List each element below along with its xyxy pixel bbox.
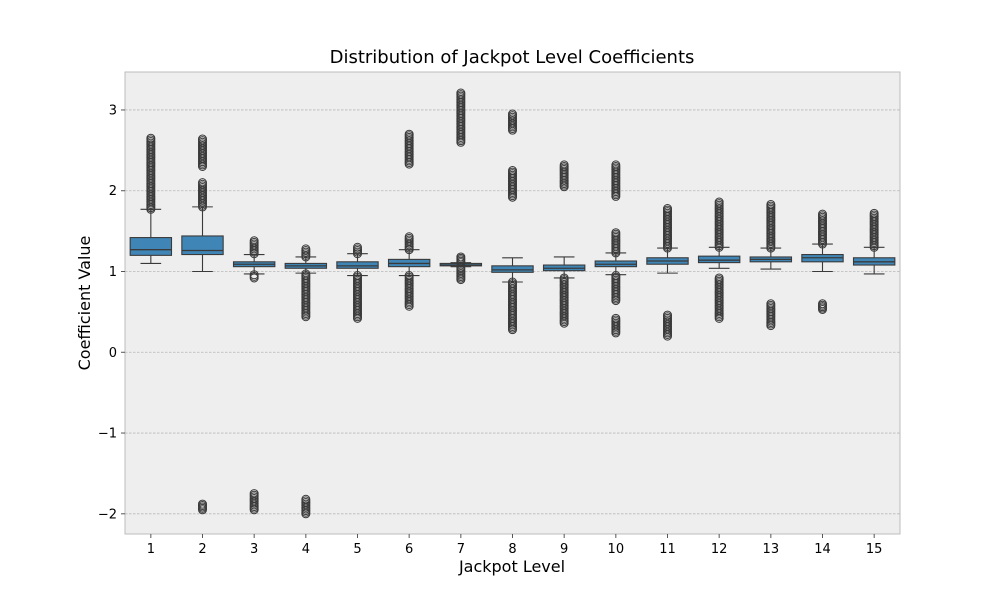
outlier-point [456,262,466,272]
x-tick-label: 6 [405,542,413,557]
x-tick-label: 3 [250,542,258,557]
y-tick-label: −1 [98,427,117,442]
outlier-point [404,271,414,281]
box-plot-level-7 [439,88,483,285]
outlier-point [559,160,569,170]
y-axis-ticks: −2 −1 0 1 2 3 [98,103,125,522]
x-tick-label: 9 [560,542,568,557]
outlier-point [301,269,311,279]
x-axis-ticks: 1 2 3 4 5 6 7 8 9 10 11 12 13 14 15 [147,534,883,557]
x-tick-label: 10 [608,542,625,557]
box-plot-level-6 [387,129,431,311]
outlier-point [198,499,207,509]
outlier-point [353,242,362,252]
outlier-point [456,252,466,262]
x-tick-label: 5 [353,542,361,557]
outlier-point [301,494,311,504]
outlier-point [766,299,776,309]
outlier-point [404,232,414,242]
outlier-point [559,273,569,283]
outlier-point [766,199,776,209]
outlier-point [611,313,621,323]
y-tick-label: 3 [109,103,117,118]
box-plot-level-15 [852,208,896,275]
outlier-point [404,129,414,139]
outlier-point [249,489,259,499]
x-tick-label: 12 [711,542,728,557]
outlier-point [249,270,259,280]
outlier-point [869,208,879,218]
x-tick-label: 8 [508,542,516,557]
box-plot-level-2 [181,134,224,515]
box-plot-level-4 [284,244,328,519]
box-plot-level-13 [749,199,793,331]
y-axis-label: Coefficient Value [75,236,94,371]
outlier-point [818,209,827,219]
box-plot-level-3 [232,236,276,515]
outlier-point [714,197,724,207]
y-tick-label: 0 [109,346,117,361]
outlier-point [301,244,311,254]
outlier-point [611,160,621,170]
x-tick-label: 2 [198,542,206,557]
box-iqr [697,255,741,264]
outlier-point [456,88,466,98]
x-tick-label: 14 [814,542,831,557]
box-plot-level-5 [336,242,379,323]
box-plot-level-9 [542,160,586,328]
y-tick-label: 1 [109,265,117,280]
outlier-point [353,271,362,281]
box-iqr [129,237,173,256]
x-tick-label: 1 [147,542,155,557]
outlier-point [714,273,724,283]
box-iqr [336,261,379,269]
outlier-point [818,299,827,309]
outlier-point [146,133,156,143]
y-tick-label: −2 [98,507,117,522]
x-axis-label: Jackpot Level [458,557,565,576]
box-plot-level-12 [697,197,741,323]
outlier-point [611,271,621,281]
x-tick-label: 11 [659,542,676,557]
x-tick-label: 15 [866,542,883,557]
chart-title: Distribution of Jackpot Level Coefficien… [330,47,695,68]
x-tick-label: 7 [457,542,465,557]
box-iqr [181,235,224,256]
box-plot-level-1 [129,133,173,264]
outlier-point [508,166,517,176]
outlier-point [663,310,672,320]
outlier-point [198,134,207,144]
y-tick-label: 2 [109,184,117,199]
box-plot-level-11 [646,204,689,341]
x-tick-label: 13 [763,542,780,557]
x-tick-label: 4 [302,542,310,557]
outlier-point [508,109,517,119]
outlier-point [611,228,621,238]
box-plot-level-14 [801,209,844,314]
outlier-point [663,204,672,213]
outlier-point [249,236,259,246]
box-plots [129,88,896,519]
outlier-point [198,178,207,188]
outlier-point [508,277,517,287]
box-plot-level-10 [594,160,638,338]
box-iqr [491,265,534,273]
box-plot-level-8 [491,109,534,335]
